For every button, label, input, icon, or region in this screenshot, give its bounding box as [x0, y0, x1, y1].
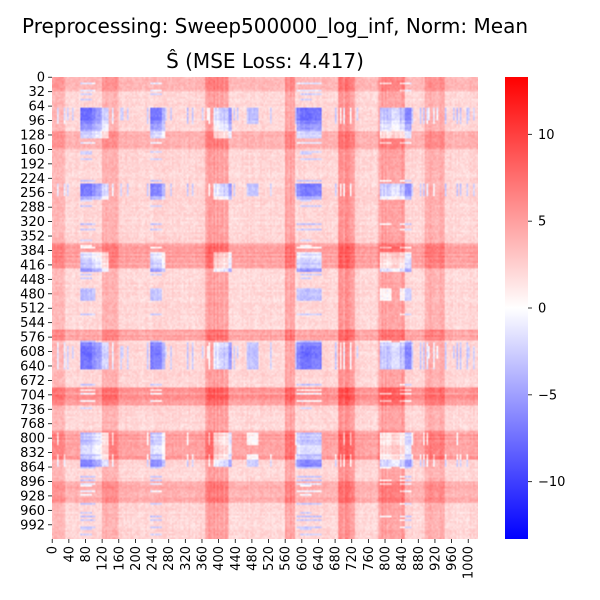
y-tick-label: 608 — [20, 345, 45, 360]
colorbar-axis: 10 5 0 −5 −10 — [528, 128, 565, 490]
y-tick-label: 640 — [20, 359, 45, 374]
y-tick-label: 192 — [20, 157, 45, 172]
y-tick-label: 512 — [20, 302, 45, 317]
y-tick-label: 672 — [20, 374, 45, 389]
y-tick-label: 448 — [20, 273, 45, 288]
y-tick-label: 928 — [20, 489, 45, 504]
y-tick-label: 896 — [20, 475, 45, 490]
x-tick-label: 240 — [146, 546, 161, 571]
y-tick-label: 96 — [28, 114, 45, 129]
chart-title-line1: Preprocessing: Sweep500000_log_inf, Norm… — [22, 14, 528, 38]
x-tick-label: 880 — [412, 546, 427, 571]
x-tick-label: 760 — [362, 546, 377, 571]
x-tick-label: 320 — [179, 546, 194, 571]
x-tick-label: 0 — [46, 546, 61, 554]
y-tick-label: 960 — [20, 504, 45, 519]
x-tick-label: 440 — [229, 546, 244, 571]
colorbar-tick-label: 10 — [538, 128, 555, 143]
y-tick-label: 128 — [20, 128, 45, 143]
x-tick-label: 200 — [129, 546, 144, 571]
y-tick-label: 480 — [20, 287, 45, 302]
y-tick-label: 576 — [20, 331, 45, 346]
y-tick-label: 352 — [20, 230, 45, 245]
colorbar-tick-label: −10 — [538, 475, 565, 490]
y-tick-label: 736 — [20, 403, 45, 418]
heatmap-image — [52, 77, 478, 539]
x-tick-label: 400 — [212, 546, 227, 571]
chart-title-line2: Ŝ (MSE Loss: 4.417) — [166, 49, 364, 73]
x-axis: 0 40 80 120 160 200 240 280 320 360 400 440 480 520 56… — [46, 539, 477, 579]
x-tick-label: 920 — [428, 546, 443, 571]
x-tick-label: 1000 — [462, 546, 477, 579]
x-tick-label: 160 — [112, 546, 127, 571]
y-tick-label: 768 — [20, 417, 45, 432]
heatmap-area — [52, 77, 478, 539]
x-tick-label: 80 — [79, 546, 94, 563]
y-tick-label: 864 — [20, 461, 45, 476]
y-tick-label: 416 — [20, 258, 45, 273]
x-tick-label: 600 — [295, 546, 310, 571]
x-tick-label: 120 — [96, 546, 111, 571]
colorbar-tick-label: −5 — [538, 388, 557, 403]
y-tick-label: 992 — [20, 518, 45, 533]
x-tick-label: 960 — [445, 546, 460, 571]
y-tick-label: 704 — [20, 388, 45, 403]
y-tick-label: 0 — [37, 71, 45, 86]
y-tick-label: 288 — [20, 201, 45, 216]
x-tick-label: 560 — [279, 546, 294, 571]
y-tick-label: 544 — [20, 316, 45, 331]
y-axis: 0326496128160192224256288320352384416448… — [20, 71, 52, 533]
x-tick-label: 40 — [62, 546, 77, 563]
x-tick-label: 280 — [162, 546, 177, 571]
y-tick-label: 224 — [20, 172, 45, 187]
x-tick-label: 720 — [345, 546, 360, 571]
colorbar-tick-label: 0 — [538, 302, 546, 317]
y-tick-label: 800 — [20, 432, 45, 447]
y-tick-label: 160 — [20, 143, 45, 158]
y-tick-label: 384 — [20, 244, 45, 259]
x-tick-label: 480 — [245, 546, 260, 571]
x-tick-label: 840 — [395, 546, 410, 571]
x-tick-label: 640 — [312, 546, 327, 571]
y-tick-label: 320 — [20, 215, 45, 230]
y-tick-label: 832 — [20, 446, 45, 461]
y-tick-label: 32 — [28, 85, 45, 100]
colorbar-tick-label: 5 — [538, 215, 546, 230]
x-tick-label: 520 — [262, 546, 277, 571]
y-tick-label: 64 — [28, 100, 45, 115]
x-tick-label: 680 — [329, 546, 344, 571]
x-tick-label: 800 — [379, 546, 394, 571]
y-tick-label: 256 — [20, 186, 45, 201]
colorbar — [505, 77, 528, 539]
x-tick-label: 360 — [195, 546, 210, 571]
